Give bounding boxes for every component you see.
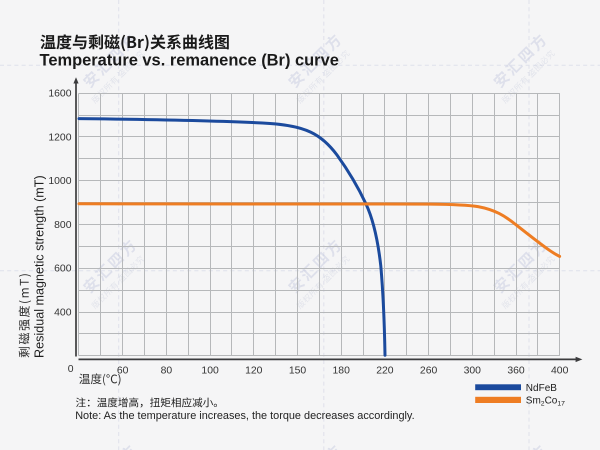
- svg-text:300: 300: [464, 365, 482, 376]
- svg-text:Residual magnetic strength (mT: Residual magnetic strength (mT): [33, 175, 47, 358]
- svg-text:60: 60: [117, 365, 129, 376]
- svg-text:1600: 1600: [48, 89, 71, 100]
- svg-text:1200: 1200: [48, 132, 71, 143]
- svg-text:80: 80: [161, 365, 173, 376]
- svg-text:1000: 1000: [48, 176, 71, 187]
- svg-text:150: 150: [289, 365, 307, 376]
- svg-text:Temperature vs. remanence (Br): Temperature vs. remanence (Br) curve: [40, 51, 339, 69]
- svg-text:220: 220: [376, 365, 394, 376]
- svg-text:Note: As the temperature incre: Note: As the temperature increases, the …: [75, 410, 414, 422]
- svg-text:360: 360: [507, 365, 525, 376]
- svg-text:Sm2Co17: Sm2Co17: [526, 395, 565, 407]
- svg-text:260: 260: [420, 365, 438, 376]
- svg-text:100: 100: [201, 365, 219, 376]
- svg-text:180: 180: [333, 365, 351, 376]
- svg-text:0: 0: [68, 364, 74, 375]
- svg-text:400: 400: [54, 308, 72, 319]
- svg-text:800: 800: [54, 220, 72, 231]
- svg-text:600: 600: [54, 264, 72, 275]
- svg-text:400: 400: [551, 365, 569, 376]
- svg-text:NdFeB: NdFeB: [526, 383, 557, 394]
- svg-text:120: 120: [245, 365, 263, 376]
